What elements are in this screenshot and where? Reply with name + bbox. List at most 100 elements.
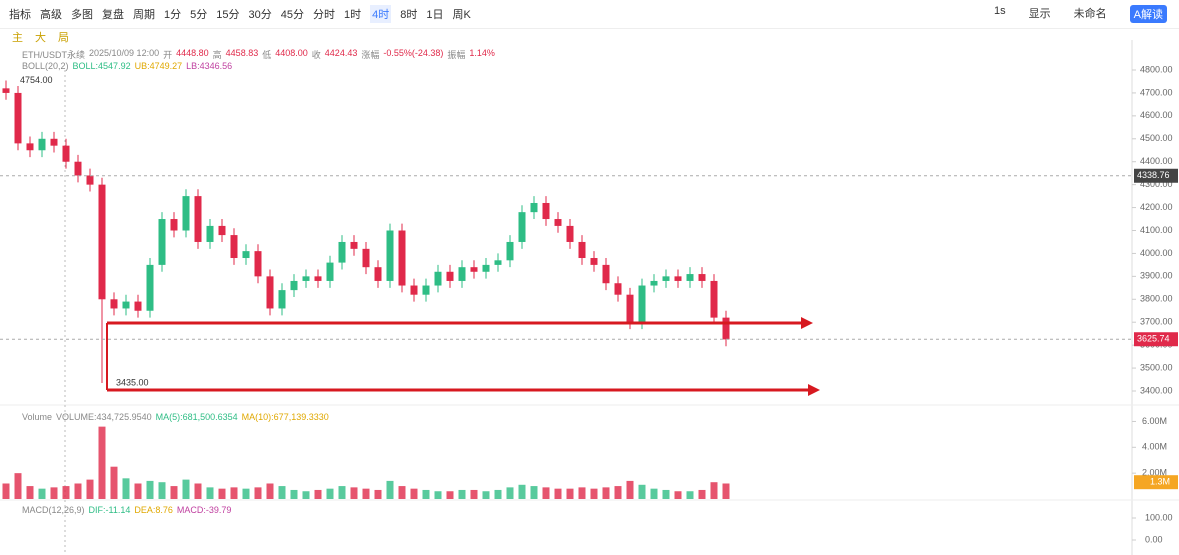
- info-text: LB:4346.56: [186, 61, 233, 71]
- y-tick-label: 4800.00: [1140, 64, 1173, 74]
- volume-bar: [590, 488, 598, 499]
- candle-body: [182, 196, 190, 231]
- candle-body: [338, 241, 346, 263]
- period-button[interactable]: 45分: [280, 9, 304, 21]
- y-tick-label: 3400.00: [1140, 385, 1173, 395]
- candle-body: [326, 262, 334, 281]
- info-text: 振幅: [447, 50, 466, 60]
- candle-body: [134, 301, 142, 311]
- volume-bar: [158, 482, 166, 499]
- y-tick-label: 3500.00: [1140, 362, 1173, 372]
- info-text: VOLUME:434,725.9540: [56, 412, 152, 422]
- period-button[interactable]: 周K: [452, 9, 471, 21]
- volume-bar: [386, 480, 394, 499]
- y-tick-label: 6.00M: [1142, 416, 1167, 426]
- volume-tag: 1.3M: [1150, 477, 1170, 487]
- info-text: 4448.80: [176, 48, 209, 58]
- candle-body: [578, 241, 586, 259]
- draw-toolbar: 主大局: [0, 28, 1179, 46]
- candle-body: [194, 196, 202, 242]
- candle-body: [110, 299, 118, 309]
- period-button[interactable]: 1日: [426, 9, 444, 21]
- candle-body: [290, 280, 298, 291]
- info-text: DIF:-11.14: [88, 505, 131, 515]
- period-button[interactable]: 分时: [313, 9, 335, 21]
- candle-body: [230, 235, 238, 259]
- candle-body: [350, 241, 358, 249]
- period-button[interactable]: 4时: [370, 5, 392, 23]
- menu-button[interactable]: 指标: [9, 9, 31, 21]
- period-button[interactable]: 1时: [344, 9, 362, 21]
- candle-body: [554, 219, 562, 226]
- volume-bar: [242, 488, 250, 499]
- menu-button[interactable]: 多图: [71, 9, 93, 21]
- candle-body: [122, 301, 130, 309]
- volume-bar: [506, 487, 514, 499]
- tool-button[interactable]: A解读: [1129, 5, 1167, 23]
- info-text: DEA:8.76: [134, 505, 173, 515]
- period-button[interactable]: 15分: [216, 9, 240, 21]
- candle-body: [74, 161, 82, 176]
- period-button[interactable]: 30分: [248, 9, 272, 21]
- draw-tool[interactable]: 局: [58, 32, 69, 44]
- volume-bar: [614, 486, 622, 499]
- candle-body: [674, 276, 682, 281]
- candle-body: [602, 264, 610, 284]
- y-tick-label: 4000.00: [1140, 248, 1173, 258]
- volume-bar: [530, 486, 538, 499]
- volume-tag-bg: [1134, 475, 1178, 490]
- tool-button[interactable]: 未命名: [1073, 8, 1107, 20]
- candle-body: [2, 88, 10, 93]
- candle-body: [38, 138, 46, 151]
- draw-tool[interactable]: 主: [12, 32, 23, 44]
- info-text: 收: [311, 50, 321, 60]
- candle-body: [566, 225, 574, 242]
- candle-body: [542, 202, 550, 220]
- period-button[interactable]: 8时: [400, 9, 418, 21]
- tool-button[interactable]: 显示: [1028, 8, 1051, 20]
- y-tick-label: 4500.00: [1140, 133, 1173, 143]
- info-text: 4424.43: [324, 48, 358, 58]
- y-tick-label: 3800.00: [1140, 294, 1173, 304]
- volume-bar: [458, 489, 466, 499]
- volume-bar: [602, 487, 610, 499]
- candle-body: [458, 267, 466, 281]
- volume-bar: [410, 488, 418, 499]
- candle-body: [722, 317, 730, 340]
- volume-bar: [362, 488, 370, 499]
- volume-bar: [50, 487, 58, 499]
- y-tick-label: 0.00: [1145, 534, 1163, 544]
- price-tag: 3625.74: [1137, 334, 1170, 344]
- volume-bar: [62, 486, 70, 499]
- volume-bar: [290, 489, 298, 499]
- volume-bar: [218, 488, 226, 499]
- menu-button[interactable]: 复盘: [102, 9, 124, 21]
- info-text: 低: [262, 50, 272, 60]
- price-tag: 4338.76: [1137, 170, 1170, 180]
- boll-info: BOLL(20,2) BOLL:4547.92 UB:4749.27 LB:4346.…: [22, 61, 232, 71]
- volume-bar: [326, 488, 334, 499]
- candle-body: [470, 267, 478, 272]
- tool-button[interactable]: 1s: [994, 5, 1006, 17]
- candle-body: [494, 260, 502, 265]
- candle-body: [86, 175, 94, 185]
- volume-bar: [722, 483, 730, 499]
- y-tick-label: 3700.00: [1140, 317, 1173, 327]
- period-button[interactable]: 5分: [190, 9, 208, 21]
- menu-button[interactable]: 高级: [40, 9, 62, 21]
- volume-bar: [206, 487, 214, 499]
- info-text: MA(5):681,500.6354: [155, 412, 238, 422]
- volume-bar: [254, 487, 262, 499]
- volume-bar: [434, 491, 442, 499]
- price-tag-bg: [1134, 168, 1178, 183]
- info-text: MACD:-39.79: [176, 505, 232, 515]
- candle-body: [686, 274, 694, 281]
- y-tick-label: 4300.00: [1140, 179, 1173, 189]
- info-text: MACD(12,26,9): [22, 505, 85, 515]
- menu-button[interactable]: 周期: [133, 9, 155, 21]
- period-button[interactable]: 1分: [164, 9, 182, 21]
- volume-bar: [626, 480, 634, 499]
- draw-tool[interactable]: 大: [35, 32, 46, 44]
- candle-body: [374, 267, 382, 281]
